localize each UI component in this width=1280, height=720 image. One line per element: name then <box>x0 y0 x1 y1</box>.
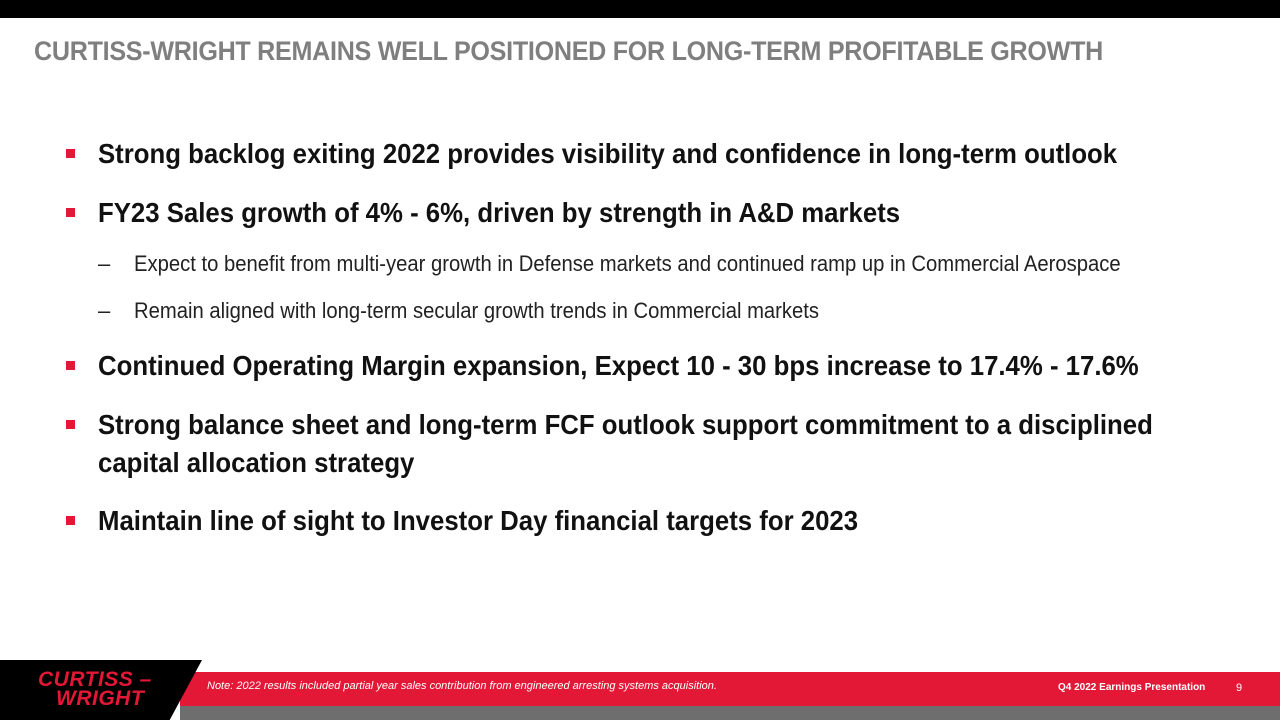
page-number: 9 <box>1236 682 1243 694</box>
sub-bullet-text: Remain aligned with long-term secular gr… <box>134 298 820 323</box>
dash-bullet-icon: – <box>98 251 111 276</box>
curtiss-wright-logo: CURTISS – WRIGHT <box>38 668 178 710</box>
bullet-text: Strong balance sheet and long-term FCF o… <box>98 409 1153 440</box>
footer-note: Note: 2022 results included partial year… <box>207 680 717 692</box>
logo-line-2: WRIGHT <box>56 687 145 710</box>
footer-gray-band <box>180 706 1280 720</box>
bullet-text: Strong backlog exiting 2022 provides vis… <box>98 138 1118 169</box>
bullet-text-line2: capital allocation strategy <box>98 447 415 478</box>
bullet-text: Maintain line of sight to Investor Day f… <box>98 505 859 536</box>
square-bullet-icon <box>66 208 75 217</box>
slide-title: CURTISS-WRIGHT REMAINS WELL POSITIONED F… <box>34 36 1103 66</box>
presentation-name: Q4 2022 Earnings Presentation <box>1058 682 1206 693</box>
square-bullet-icon <box>66 516 75 525</box>
square-bullet-icon <box>66 149 75 158</box>
bullet-text: FY23 Sales growth of 4% - 6%, driven by … <box>98 197 901 228</box>
bullet-text: Continued Operating Margin expansion, Ex… <box>98 350 1139 381</box>
sub-bullet-text: Expect to benefit from multi-year growth… <box>134 251 1121 276</box>
footer-red-band <box>180 672 1280 706</box>
square-bullet-icon <box>66 420 75 429</box>
top-black-bar <box>0 0 1280 18</box>
square-bullet-icon <box>66 361 75 370</box>
logo-background <box>0 660 202 720</box>
dash-bullet-icon: – <box>98 298 111 323</box>
logo-line-1: CURTISS – <box>38 668 152 691</box>
bullet-list: Strong backlog exiting 2022 provides vis… <box>66 138 1153 536</box>
